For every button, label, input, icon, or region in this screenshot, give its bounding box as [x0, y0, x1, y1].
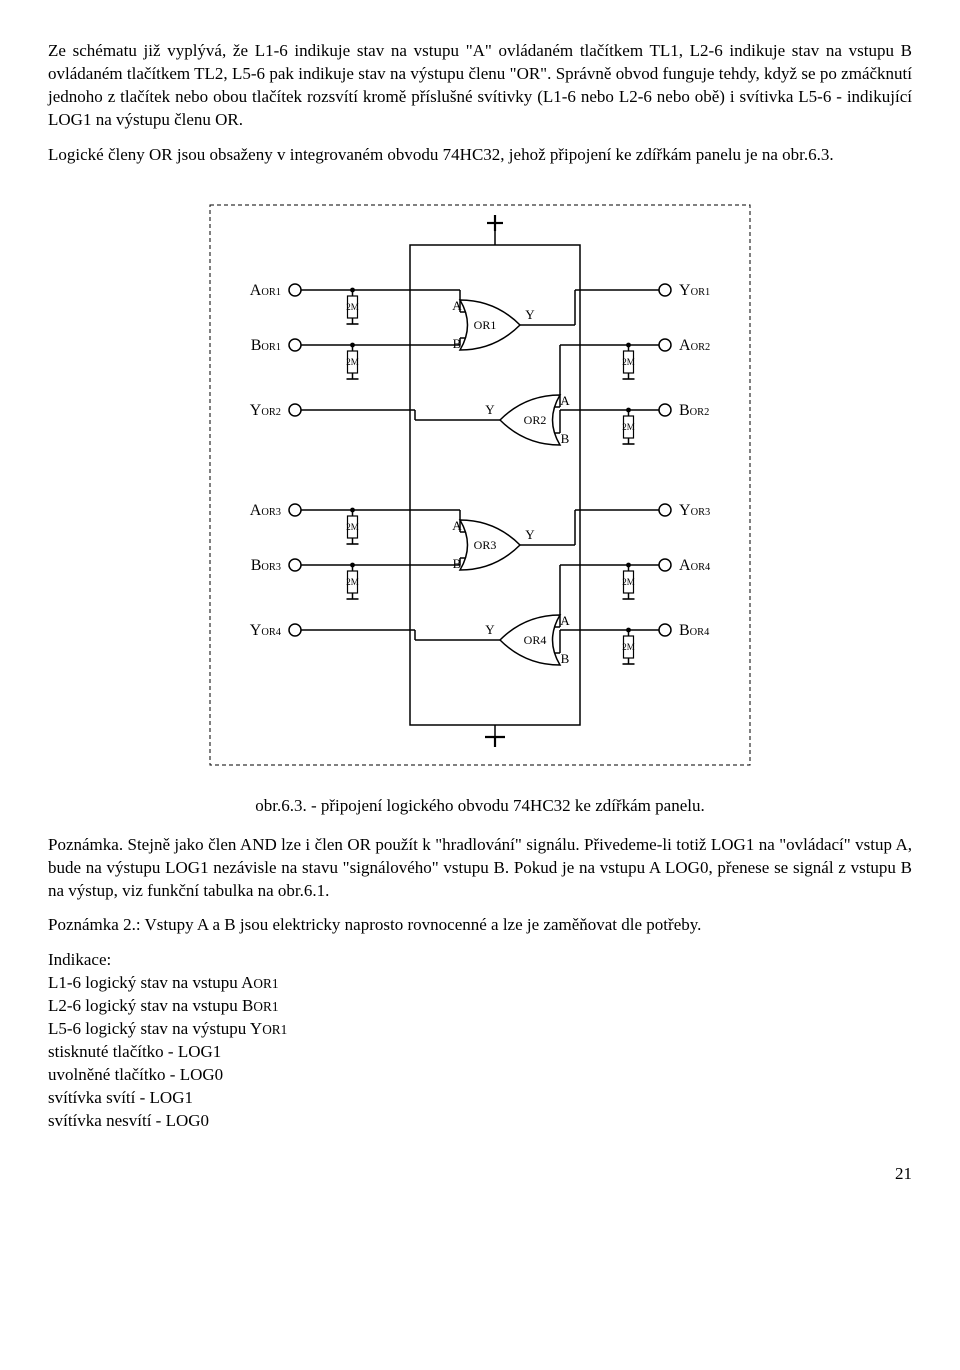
svg-text:AOR2: AOR2: [679, 337, 710, 354]
svg-text:A: A: [560, 393, 570, 408]
page-number: 21: [48, 1163, 912, 1186]
paragraph-note1: Poznámka. Stejně jako člen AND lze i čle…: [48, 834, 912, 903]
svg-text:YOR3: YOR3: [679, 502, 710, 519]
paragraph-1: Ze schématu již vyplývá, že L1-6 indikuj…: [48, 40, 912, 132]
indication-7: svítívka nesvítí - LOG0: [48, 1111, 209, 1130]
svg-text:2M: 2M: [346, 522, 359, 532]
indication-6: svítívka svítí - LOG1: [48, 1088, 193, 1107]
svg-text:2M: 2M: [346, 577, 359, 587]
svg-text:A: A: [452, 518, 462, 533]
svg-text:AOR1: AOR1: [250, 282, 281, 299]
indication-block: Indikace: L1-6 logický stav na vstupu AO…: [48, 949, 912, 1133]
svg-text:2M: 2M: [622, 642, 635, 652]
svg-text:2M: 2M: [346, 302, 359, 312]
svg-text:B: B: [561, 651, 570, 666]
indication-2-sub: OR1: [253, 999, 278, 1014]
svg-text:BOR3: BOR3: [251, 557, 281, 574]
svg-text:2M: 2M: [346, 357, 359, 367]
svg-text:AOR4: AOR4: [679, 557, 711, 574]
svg-text:YOR2: YOR2: [250, 402, 281, 419]
svg-text:OR3: OR3: [474, 538, 497, 552]
indication-5: uvolněné tlačítko - LOG0: [48, 1065, 223, 1084]
svg-text:2M: 2M: [622, 357, 635, 367]
indication-2: L2-6 logický stav na vstupu B: [48, 996, 253, 1015]
svg-text:A: A: [452, 298, 462, 313]
svg-text:OR1: OR1: [474, 318, 497, 332]
circuit-diagram: OR1OR2OR3OR4ABYABYABYABYAOR12MBOR12MYOR2…: [200, 185, 760, 785]
svg-text:A: A: [560, 613, 570, 628]
svg-text:BOR1: BOR1: [251, 337, 281, 354]
svg-text:Y: Y: [525, 307, 535, 322]
paragraph-note2: Poznámka 2.: Vstupy A a B jsou elektrick…: [48, 914, 912, 937]
indication-4: stisknuté tlačítko - LOG1: [48, 1042, 221, 1061]
indication-1-sub: OR1: [253, 976, 278, 991]
indication-title: Indikace:: [48, 950, 111, 969]
svg-text:AOR3: AOR3: [250, 502, 281, 519]
svg-text:Y: Y: [525, 527, 535, 542]
svg-text:B: B: [561, 431, 570, 446]
svg-text:YOR1: YOR1: [679, 282, 710, 299]
indication-1: L1-6 logický stav na vstupu A: [48, 973, 253, 992]
svg-text:YOR4: YOR4: [250, 622, 282, 639]
svg-text:BOR2: BOR2: [679, 402, 709, 419]
indication-3-sub: OR1: [262, 1022, 287, 1037]
paragraph-2: Logické členy OR jsou obsaženy v integro…: [48, 144, 912, 167]
indication-3: L5-6 logický stav na výstupu Y: [48, 1019, 262, 1038]
svg-text:2M: 2M: [622, 422, 635, 432]
svg-text:BOR4: BOR4: [679, 622, 710, 639]
svg-text:OR2: OR2: [524, 413, 547, 427]
figure-caption: obr.6.3. - připojení logického obvodu 74…: [48, 795, 912, 818]
svg-text:Y: Y: [485, 402, 495, 417]
svg-text:Y: Y: [485, 622, 495, 637]
svg-text:2M: 2M: [622, 577, 635, 587]
svg-text:OR4: OR4: [524, 633, 547, 647]
